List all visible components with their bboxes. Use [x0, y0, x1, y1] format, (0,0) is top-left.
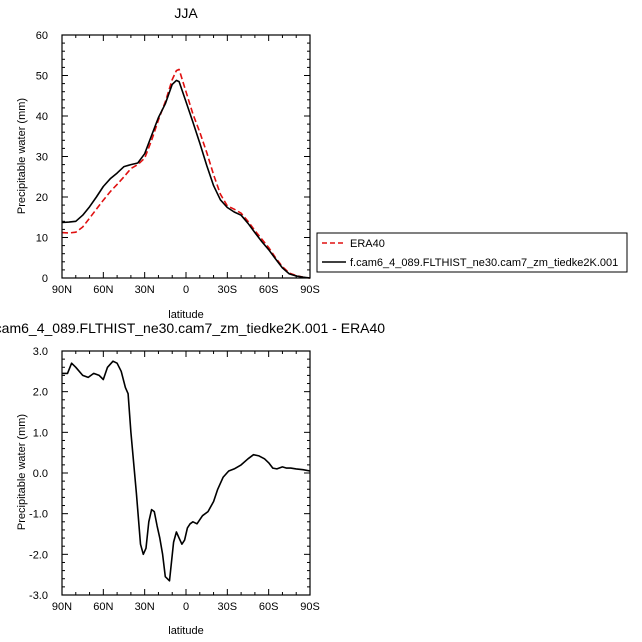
top-x-tick-label: 90S — [300, 284, 320, 296]
bottom-y-axis-label: Precipitable water (mm) — [16, 414, 28, 530]
bottom-x-tick-label: 90S — [300, 601, 320, 613]
top-x-tick-label: 0 — [183, 284, 189, 296]
top-x-tick-label: 60S — [259, 284, 279, 296]
top-x-axis-label: latitude — [168, 309, 203, 321]
bottom-chart-title: f.cam6_4_089.FLTHIST_ne30.cam7_zm_tiedke… — [0, 320, 385, 336]
top-x-tick-label: 90N — [52, 284, 72, 296]
bottom-x-tick-label: 30S — [218, 601, 238, 613]
bottom-y-tick-label: 1.0 — [33, 427, 48, 439]
bottom-x-axis-label: latitude — [168, 625, 203, 637]
top-x-tick-label: 30N — [135, 284, 155, 296]
top-x-tick-label: 60N — [93, 284, 113, 296]
legend-entry-model: f.cam6_4_089.FLTHIST_ne30.cam7_zm_tiedke… — [350, 257, 618, 269]
top-x-tick-label: 30S — [218, 284, 238, 296]
top-y-tick-label: 30 — [36, 152, 48, 164]
top-y-tick-label: 50 — [36, 71, 48, 83]
top-y-tick-label: 10 — [36, 233, 48, 245]
bottom-x-tick-label: 60S — [259, 601, 279, 613]
bottom-y-tick-label: -2.0 — [29, 549, 48, 561]
bottom-x-tick-label: 30N — [135, 601, 155, 613]
bottom-series-line-0 — [62, 360, 311, 582]
bottom-y-tick-label: 2.0 — [33, 387, 48, 399]
top-y-tick-label: 0 — [42, 273, 48, 285]
legend-box — [316, 232, 628, 273]
top-plot-frame — [61, 34, 311, 279]
bottom-plot-frame — [61, 350, 311, 596]
top-y-tick-label: 20 — [36, 192, 48, 204]
legend-entry-era40: ERA40 — [350, 238, 385, 250]
top-panel: JJA latitude Precipitable water (mm) 90N… — [16, 5, 320, 321]
bottom-x-tick-label: 60N — [93, 601, 113, 613]
bottom-y-tick-label: 0.0 — [33, 468, 48, 480]
bottom-y-tick-label: -3.0 — [29, 590, 48, 602]
top-series-line-0 — [61, 68, 311, 279]
top-y-tick-label: 60 — [36, 30, 48, 42]
top-y-tick-label: 40 — [36, 111, 48, 123]
bottom-x-tick-label: 90N — [52, 601, 72, 613]
bottom-panel: f.cam6_4_089.FLTHIST_ne30.cam7_zm_tiedke… — [0, 320, 385, 637]
bottom-x-tick-label: 0 — [183, 601, 189, 613]
top-chart-title: JJA — [174, 5, 198, 21]
legend: ERA40 f.cam6_4_089.FLTHIST_ne30.cam7_zm_… — [316, 232, 628, 273]
top-y-axis-label: Precipitable water (mm) — [16, 98, 28, 214]
bottom-y-tick-label: -1.0 — [29, 509, 48, 521]
top-series-line-1 — [61, 79, 311, 279]
bottom-y-tick-label: 3.0 — [33, 346, 48, 358]
